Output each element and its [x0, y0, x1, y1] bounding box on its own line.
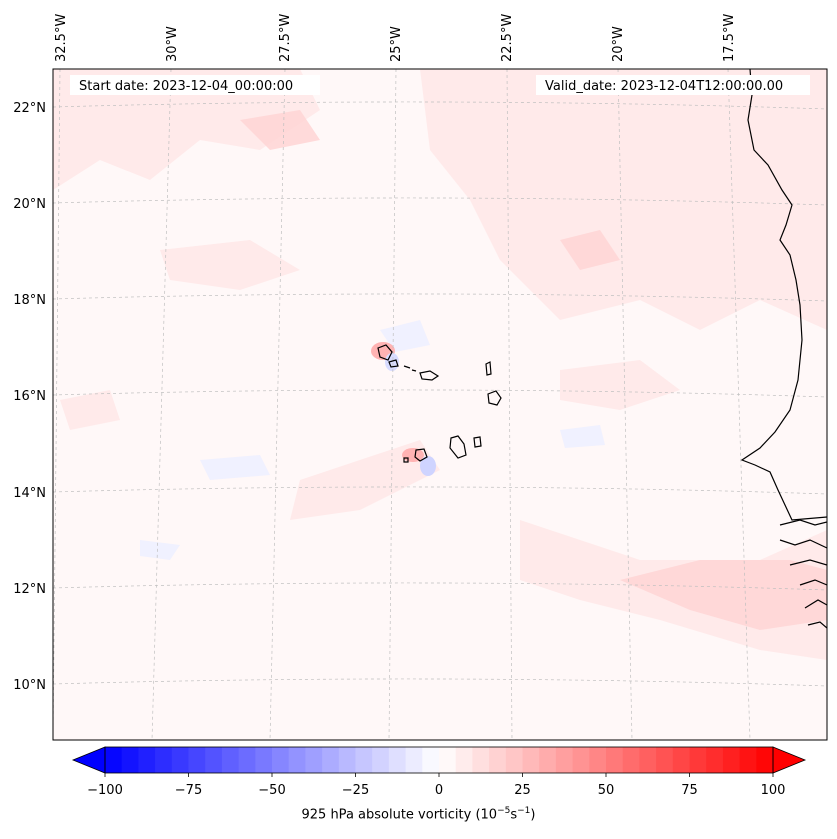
colorbar-segment: [322, 747, 340, 773]
start-date-box: [70, 75, 320, 95]
colorbar-tick-label: 0: [435, 783, 443, 798]
lon-tick-label: 17.5°W: [722, 14, 737, 62]
valid-date-box: [536, 75, 810, 95]
colorbar-tick-label: −25: [342, 783, 369, 798]
colorbar-segment: [606, 747, 624, 773]
lon-tick-label: 22.5°W: [500, 14, 515, 62]
colorbar-tick-label: 75: [681, 783, 698, 798]
colorbar-segment: [656, 747, 674, 773]
latitude-ticks: 22°N 20°N 18°N 16°N 14°N 12°N 10°N: [13, 101, 46, 693]
colorbar-segment: [171, 747, 189, 773]
lon-tick-label: 25°W: [389, 26, 404, 62]
colorbar-segment: [388, 747, 406, 773]
colorbar-segment: [539, 747, 557, 773]
colorbar-min-extension: [71, 746, 106, 774]
colorbar-segment: [155, 747, 173, 773]
colorbar-segment: [555, 747, 573, 773]
colorbar-segment: [489, 747, 507, 773]
colorbar-tick-label: 50: [598, 783, 615, 798]
colorbar-segment: [105, 747, 123, 773]
lat-tick-label: 10°N: [13, 678, 46, 693]
start-date-label: Start date: 2023-12-04_00:00:00: [79, 79, 293, 94]
colorbar-ticks: −100 −75 −50 −25 0 25 50 75 100: [87, 773, 785, 798]
vorticity-moderate-patches: [240, 110, 827, 630]
colorbar-max-extension: [772, 746, 807, 774]
lat-tick-label: 14°N: [13, 486, 46, 501]
vorticity-negative-patches: [140, 320, 605, 560]
islands: [377, 344, 502, 463]
coastline: [740, 69, 827, 629]
colorbar-segment: [589, 747, 607, 773]
colorbar-segment: [121, 747, 139, 773]
lat-tick-label: 20°N: [13, 197, 46, 212]
lon-tick-label: 32.5°W: [54, 14, 69, 62]
colorbar-segment: [472, 747, 490, 773]
colorbar-segment: [188, 747, 206, 773]
colorbar-segment: [138, 747, 156, 773]
colorbar-segment: [572, 747, 590, 773]
colorbar-segment: [305, 747, 323, 773]
lat-tick-label: 18°N: [13, 293, 46, 308]
island-vortex-negative: [420, 456, 436, 476]
colorbar-segment: [288, 747, 306, 773]
colorbar-segment: [255, 747, 273, 773]
colorbar-segments: [105, 747, 774, 773]
lat-tick-label: 16°N: [13, 389, 46, 404]
colorbar-segment: [439, 747, 457, 773]
colorbar-segment: [522, 747, 540, 773]
colorbar-segment: [238, 747, 256, 773]
island-vortex-positive: [402, 448, 424, 462]
map-panel: Start date: 2023-12-04_00:00:00 Valid_da…: [53, 69, 827, 740]
colorbar-tick-label: −100: [87, 783, 123, 798]
colorbar: −100 −75 −50 −25 0 25 50 75 100: [71, 746, 807, 798]
colorbar-tick-label: 100: [761, 783, 786, 798]
colorbar-segment: [622, 747, 640, 773]
lon-tick-label: 27.5°W: [278, 14, 293, 62]
colorbar-segment: [455, 747, 473, 773]
colorbar-segment: [221, 747, 239, 773]
lat-tick-label: 12°N: [13, 582, 46, 597]
valid-date-label: Valid_date: 2023-12-04T12:00:00.00: [545, 79, 783, 94]
colorbar-segment: [689, 747, 707, 773]
colorbar-segment: [338, 747, 356, 773]
lon-tick-label: 20°W: [611, 26, 626, 62]
colorbar-segment: [505, 747, 523, 773]
colorbar-segment: [739, 747, 757, 773]
colorbar-tick-label: 25: [514, 783, 531, 798]
colorbar-segment: [756, 747, 774, 773]
colorbar-segment: [639, 747, 657, 773]
colorbar-segment: [355, 747, 373, 773]
colorbar-segment: [422, 747, 440, 773]
colorbar-segment: [722, 747, 740, 773]
colorbar-tick-label: −50: [258, 783, 285, 798]
colorbar-segment: [405, 747, 423, 773]
colorbar-segment: [272, 747, 290, 773]
longitude-ticks: 32.5°W 30°W 27.5°W 25°W 22.5°W 20°W 17.5…: [54, 14, 737, 62]
lat-tick-label: 22°N: [13, 101, 46, 116]
colorbar-tick-label: −75: [175, 783, 202, 798]
colorbar-segment: [672, 747, 690, 773]
gridlines: [53, 69, 827, 740]
colorbar-segment: [706, 747, 724, 773]
map-frame: [52, 68, 828, 741]
lon-tick-label: 30°W: [165, 26, 180, 62]
colorbar-label: 925 hPa absolute vorticity (10−5s−1): [301, 806, 536, 823]
colorbar-segment: [372, 747, 390, 773]
colorbar-segment: [205, 747, 223, 773]
